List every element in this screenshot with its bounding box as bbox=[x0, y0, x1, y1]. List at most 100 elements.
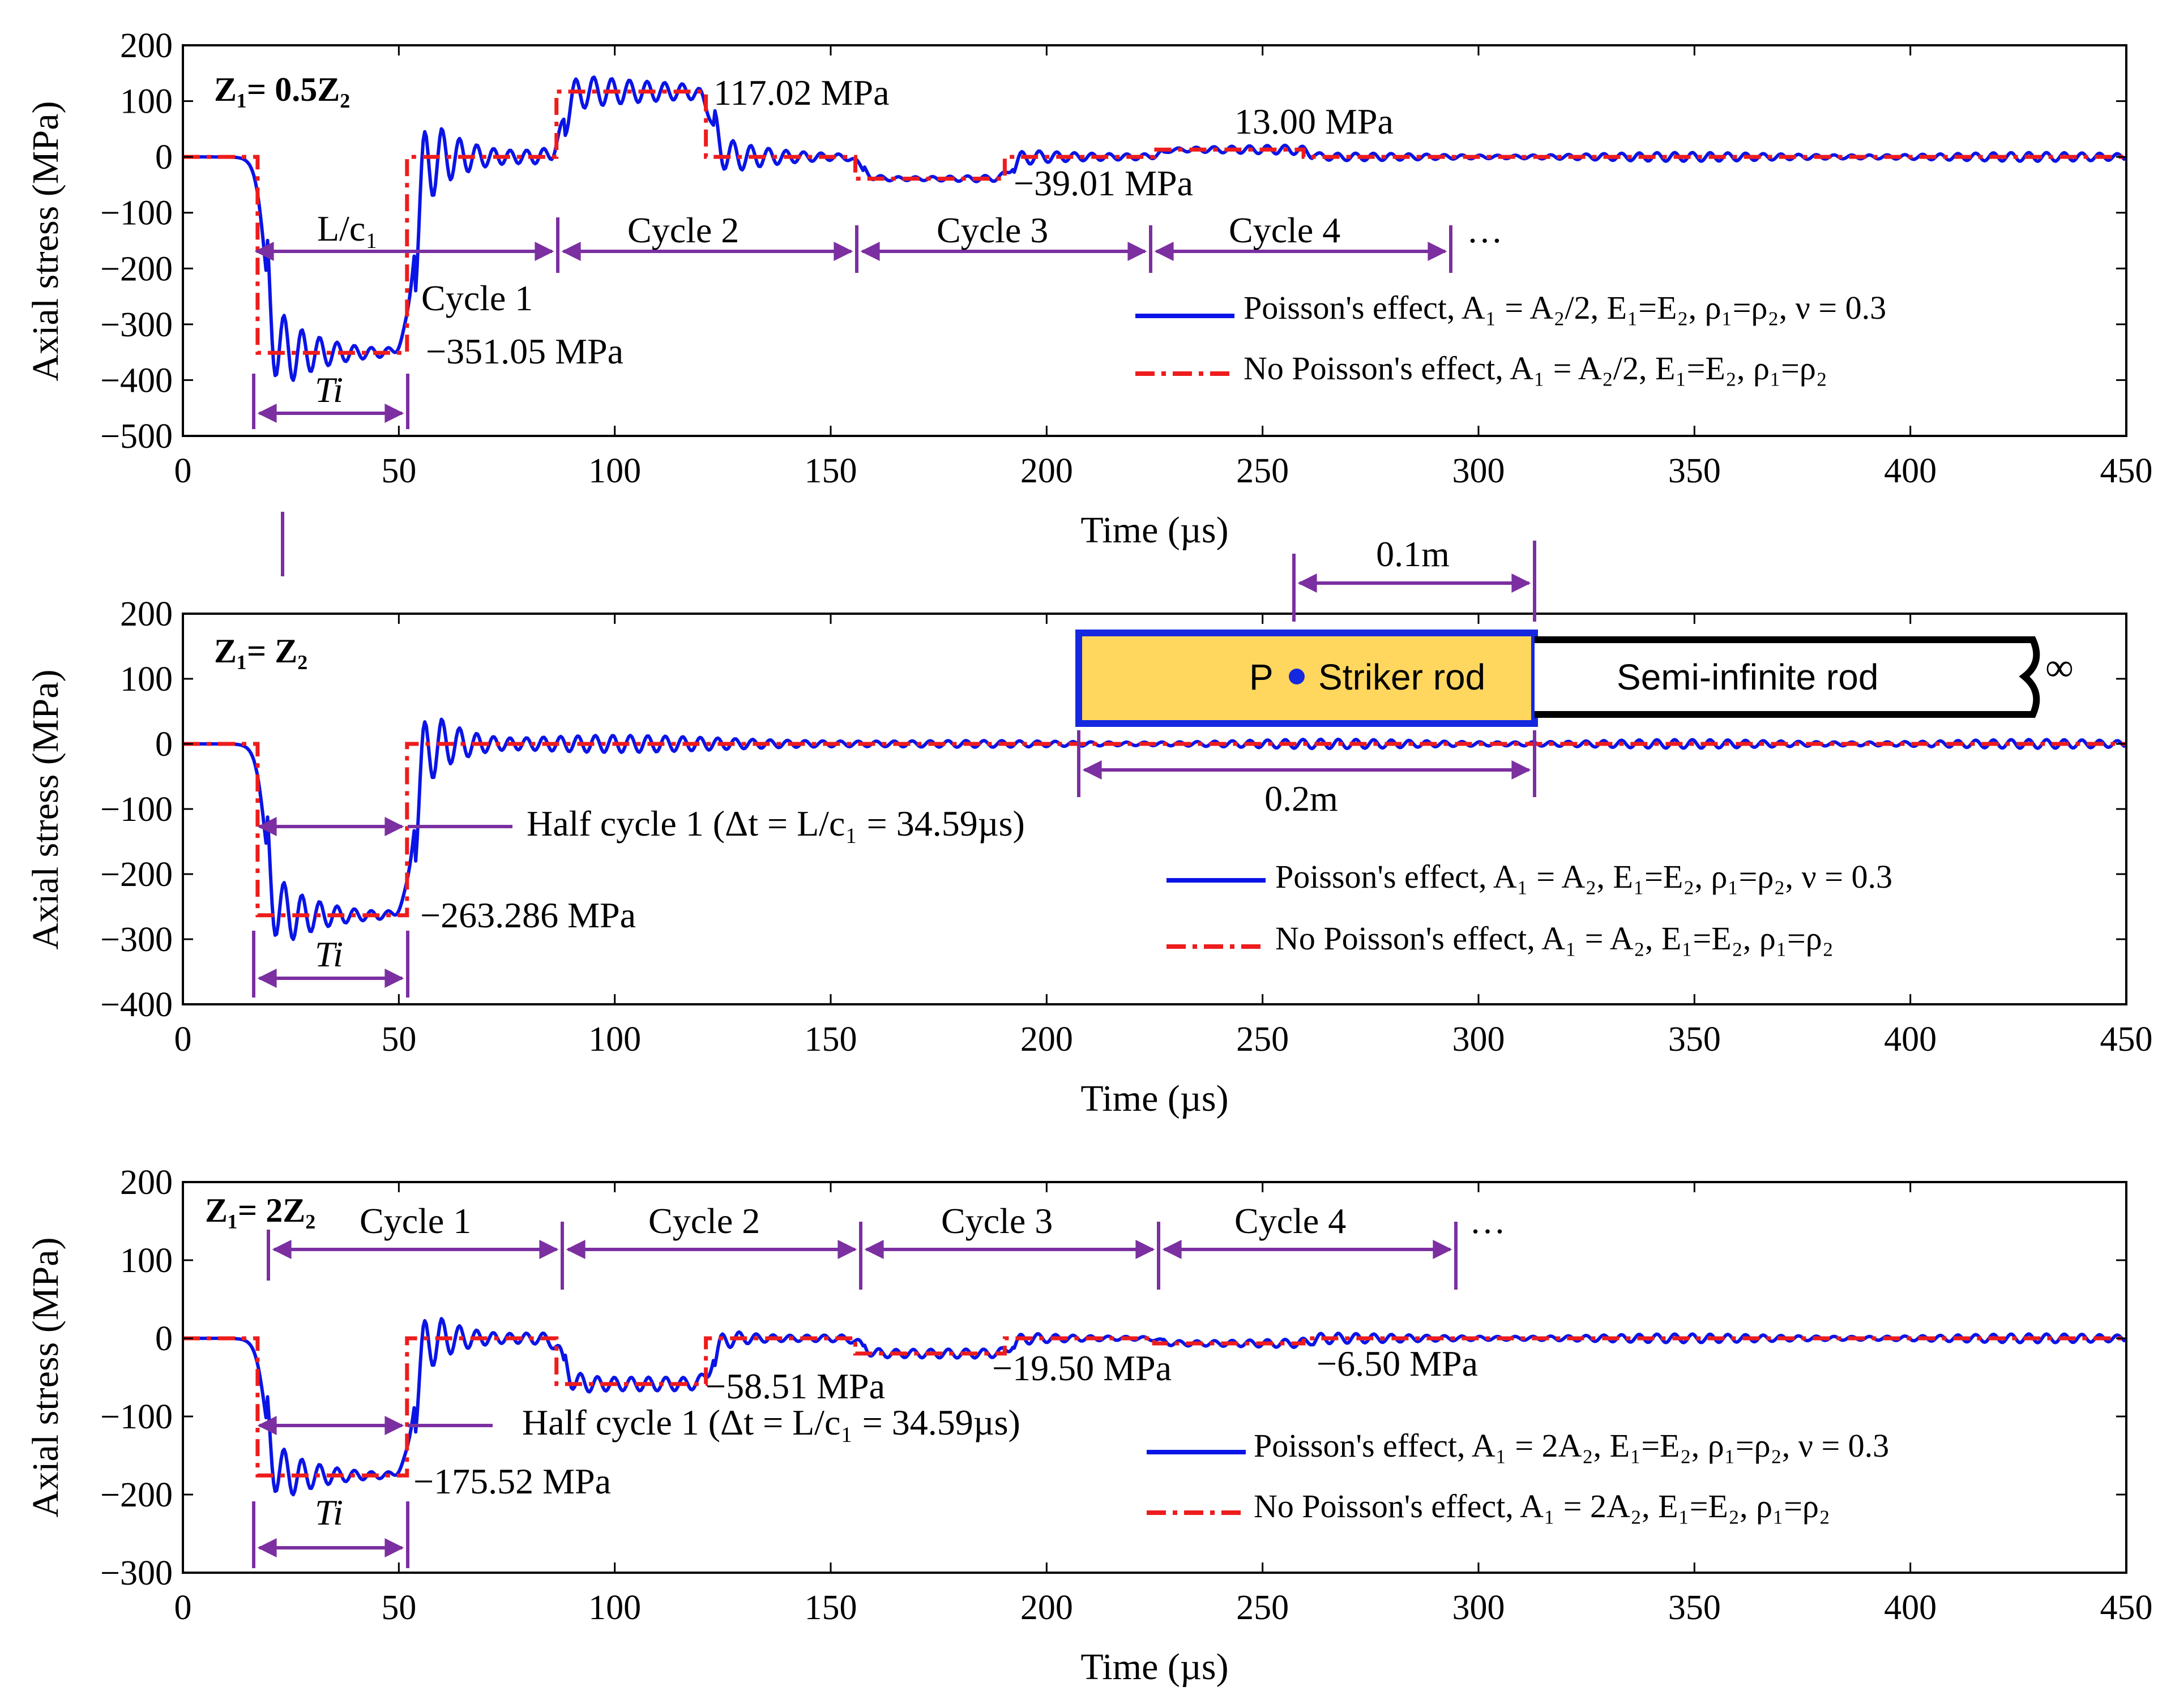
half-cycle-label-middle: Half cycle 1 (Δt = L/c₁ = 34.59µs) bbox=[527, 803, 1025, 844]
y-tick-label: −200 bbox=[100, 855, 173, 894]
legend-entry-poisson-bottom: Poisson's effect, A₁ = 2A₂, E₁=E₂, ρ₁=ρ₂… bbox=[1254, 1427, 1889, 1464]
x-axis-label-top: Time (µs) bbox=[1080, 510, 1228, 551]
panel-middle: 0 50 100 150 200 250 300 350 400 450 200 100 0 −100 −2… bbox=[25, 534, 2153, 1119]
x-tick-label: 450 bbox=[2100, 1020, 2153, 1059]
y-tick-label: 200 bbox=[120, 1163, 173, 1202]
value-label-minus351: −351.05 MPa bbox=[426, 331, 623, 371]
x-tick-label: 400 bbox=[1884, 452, 1937, 490]
semi-infinite-rod bbox=[1535, 636, 2040, 718]
lc-label: L/c₁ bbox=[317, 208, 378, 249]
semi-infinite-rod-label: Semi-infinite rod bbox=[1617, 657, 1878, 697]
cycle-markers-top bbox=[252, 217, 1452, 576]
x-tick-label: 450 bbox=[2100, 1589, 2153, 1627]
value-label-minus175: −175.52 MPa bbox=[413, 1461, 611, 1501]
legend-entry-nopoisson-bottom: No Poisson's effect, A₁ = 2A₂, E₁=E₂, ρ₁… bbox=[1254, 1488, 1830, 1525]
panel-label-middle: Z₁= Z₂ bbox=[214, 632, 307, 670]
panel-bottom: 0 50 100 150 200 250 300 350 400 450 200 100 0 −100 −2… bbox=[25, 1163, 2153, 1688]
y-tick-label: −300 bbox=[100, 306, 173, 344]
value-label-minus19: −19.50 MPa bbox=[992, 1348, 1172, 1388]
x-tick-label: 200 bbox=[1020, 1020, 1073, 1059]
point-p-marker bbox=[1289, 669, 1305, 684]
y-tick-label: 100 bbox=[120, 1242, 173, 1280]
series-no-poisson-step bbox=[183, 742, 2126, 918]
x-tick-label: 150 bbox=[805, 1020, 857, 1059]
x-tick-label: 50 bbox=[381, 1589, 416, 1627]
x-tick-label: 300 bbox=[1452, 452, 1505, 490]
panel-label-bottom: Z₁= 2Z₂ bbox=[205, 1192, 315, 1229]
y-axis-label-top: Axial stress (MPa) bbox=[25, 101, 66, 382]
x-tick-label: 250 bbox=[1236, 1020, 1289, 1059]
x-tick-label: 350 bbox=[1668, 452, 1721, 490]
ti-label-bottom: Ti bbox=[315, 1492, 343, 1533]
cycle2-label-top: Cycle 2 bbox=[627, 210, 739, 250]
half-cycle-markers-middle bbox=[252, 817, 512, 998]
infinity-symbol: ∞ bbox=[2045, 646, 2074, 690]
dimension-0.1m: 0.1m bbox=[1376, 534, 1450, 574]
series-no-poisson-step bbox=[183, 89, 2126, 355]
cycle1-label-bottom: Cycle 1 bbox=[360, 1201, 471, 1241]
x-tick-label: 200 bbox=[1020, 452, 1073, 490]
curves-middle bbox=[182, 717, 2126, 941]
value-label-minus263: −263.286 MPa bbox=[420, 895, 636, 935]
x-axis-label-middle: Time (µs) bbox=[1080, 1078, 1228, 1119]
x-tick-label: 400 bbox=[1884, 1020, 1937, 1059]
y-tick-label: 200 bbox=[120, 27, 173, 65]
ticks-top: 0 50 100 150 200 250 300 350 400 450 200 100 0 −100 −2… bbox=[100, 27, 2152, 490]
point-p-label: P bbox=[1249, 657, 1274, 697]
legend-entry-nopoisson-middle: No Poisson's effect, A₁ = A₂, E₁=E₂, ρ₁=… bbox=[1275, 920, 1834, 957]
ticks-bottom: 0 50 100 150 200 250 300 350 400 450 200 100 0 −100 −2… bbox=[100, 1163, 2152, 1627]
y-tick-label: 0 bbox=[155, 1320, 173, 1358]
y-tick-label: −100 bbox=[100, 1398, 173, 1436]
curves-bottom bbox=[182, 1317, 2126, 1497]
cycle3-label-bottom: Cycle 3 bbox=[941, 1201, 1053, 1241]
y-tick-label: 100 bbox=[120, 660, 173, 699]
dimension-0.2m: 0.2m bbox=[1264, 778, 1338, 819]
x-tick-label: 400 bbox=[1884, 1589, 1937, 1627]
x-tick-label: 0 bbox=[174, 1020, 192, 1059]
y-tick-label: −200 bbox=[100, 1476, 173, 1514]
striker-rod-label: Striker rod bbox=[1318, 657, 1485, 697]
x-tick-label: 300 bbox=[1452, 1020, 1505, 1059]
value-label-minus58: −58.51 MPa bbox=[706, 1366, 885, 1406]
x-tick-label: 50 bbox=[381, 452, 416, 490]
x-tick-label: 300 bbox=[1452, 1589, 1505, 1627]
y-axis-label-middle: Axial stress (MPa) bbox=[25, 670, 66, 950]
x-tick-label: 200 bbox=[1020, 1589, 1073, 1627]
x-tick-label: 350 bbox=[1668, 1589, 1721, 1627]
legend-entry-poisson-top: Poisson's effect, A₁ = A₂/2, E₁=E₂, ρ₁=ρ… bbox=[1244, 289, 1886, 326]
x-tick-label: 0 bbox=[174, 452, 192, 490]
x-axis-label-bottom: Time (µs) bbox=[1080, 1646, 1228, 1688]
x-tick-label: 250 bbox=[1236, 452, 1289, 490]
x-tick-label: 450 bbox=[2100, 452, 2153, 490]
legend-entry-nopoisson-top: No Poisson's effect, A₁ = A₂/2, E₁=E₂, ρ… bbox=[1244, 350, 1827, 387]
ticks-middle: 0 50 100 150 200 250 300 350 400 450 200 100 0 −100 −2… bbox=[100, 595, 2152, 1059]
x-tick-label: 0 bbox=[174, 1589, 192, 1627]
y-tick-label: 200 bbox=[120, 595, 173, 633]
x-tick-label: 50 bbox=[381, 1020, 416, 1059]
value-label-117: 117.02 MPa bbox=[713, 72, 890, 113]
ellipsis-bottom: … bbox=[1469, 1201, 1506, 1241]
ti-label-top: Ti bbox=[315, 370, 343, 410]
x-tick-label: 100 bbox=[588, 452, 641, 490]
legend-entry-poisson-middle: Poisson's effect, A₁ = A₂, E₁=E₂, ρ₁=ρ₂,… bbox=[1275, 858, 1892, 895]
ti-label-middle: Ti bbox=[315, 934, 343, 974]
x-tick-label: 100 bbox=[588, 1020, 641, 1059]
x-tick-label: 150 bbox=[805, 1589, 857, 1627]
y-tick-label: 0 bbox=[155, 138, 173, 177]
axes-frame-bottom bbox=[182, 1181, 2127, 1574]
y-tick-label: 0 bbox=[155, 725, 173, 764]
y-tick-label: 100 bbox=[120, 83, 173, 121]
series-no-poisson-step bbox=[183, 1336, 2126, 1478]
value-label-13: 13.00 MPa bbox=[1234, 101, 1394, 142]
rod-diagram: P Striker rod Semi-infinite rod ∞ 0.1m 0… bbox=[1075, 534, 2074, 819]
value-label-minus6: −6.50 MPa bbox=[1317, 1343, 1478, 1384]
y-tick-label: −300 bbox=[100, 921, 173, 959]
value-label-minus39: −39.01 MPa bbox=[1014, 163, 1193, 203]
x-tick-label: 150 bbox=[805, 452, 857, 490]
curves-top bbox=[182, 75, 2126, 382]
axes-frame-top bbox=[182, 44, 2127, 437]
cycle1-label-top: Cycle 1 bbox=[421, 278, 533, 318]
x-tick-label: 250 bbox=[1236, 1589, 1289, 1627]
y-tick-label: −100 bbox=[100, 194, 173, 233]
